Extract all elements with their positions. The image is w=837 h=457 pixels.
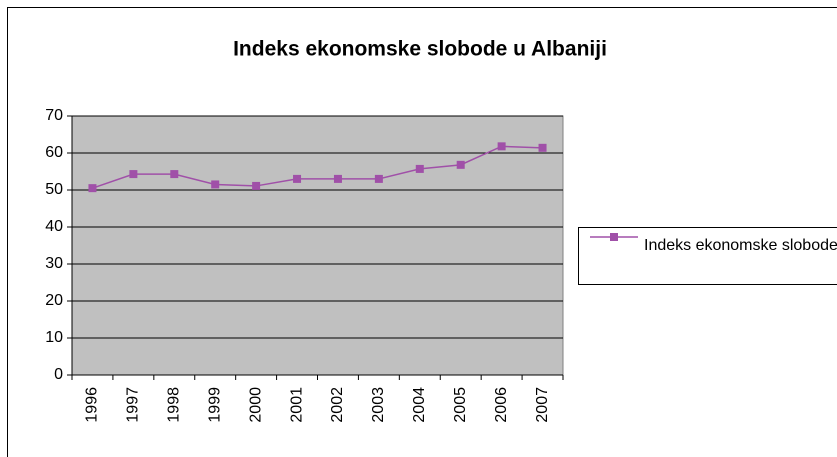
x-tick-label: 1998	[166, 387, 183, 423]
series-line	[92, 145, 543, 189]
legend-marker	[610, 233, 618, 241]
x-tick-label: 2000	[247, 387, 264, 423]
y-tick-label: 50	[45, 181, 63, 198]
data-point	[293, 174, 302, 183]
data-point	[497, 142, 506, 151]
data-point	[129, 170, 138, 179]
chart-title: Indeks ekonomske slobode u Albaniji	[233, 38, 607, 61]
x-tick-label: 2002	[329, 387, 346, 423]
y-tick-label: 20	[45, 292, 63, 309]
x-tick-label: 2007	[534, 387, 551, 423]
data-point	[88, 184, 97, 193]
x-tick-label: 1997	[125, 387, 142, 423]
data-point	[374, 174, 383, 183]
legend-label: Indeks ekonomske slobode	[644, 237, 837, 254]
x-tick-label: 2003	[370, 387, 387, 423]
data-point	[456, 160, 465, 169]
data-point	[415, 164, 424, 173]
x-tick-label: 2004	[411, 387, 428, 423]
data-point	[252, 181, 261, 190]
plot-area	[71, 115, 564, 376]
y-tick-label: 30	[45, 255, 63, 272]
x-tick-label: 2006	[493, 387, 510, 423]
x-tick-label: 2001	[288, 387, 305, 423]
y-tick-label: 60	[45, 144, 63, 161]
data-point	[333, 174, 342, 183]
x-tick-label: 2005	[452, 387, 469, 423]
x-tick-label: 1996	[84, 387, 101, 423]
y-tick-label: 0	[54, 366, 63, 383]
y-tick-label: 10	[45, 329, 63, 346]
y-tick-label: 40	[45, 218, 63, 235]
y-tick-label: 70	[45, 107, 63, 124]
data-point	[211, 180, 220, 189]
data-point	[170, 170, 179, 179]
data-point	[538, 143, 547, 152]
x-tick-label: 1999	[206, 387, 223, 423]
